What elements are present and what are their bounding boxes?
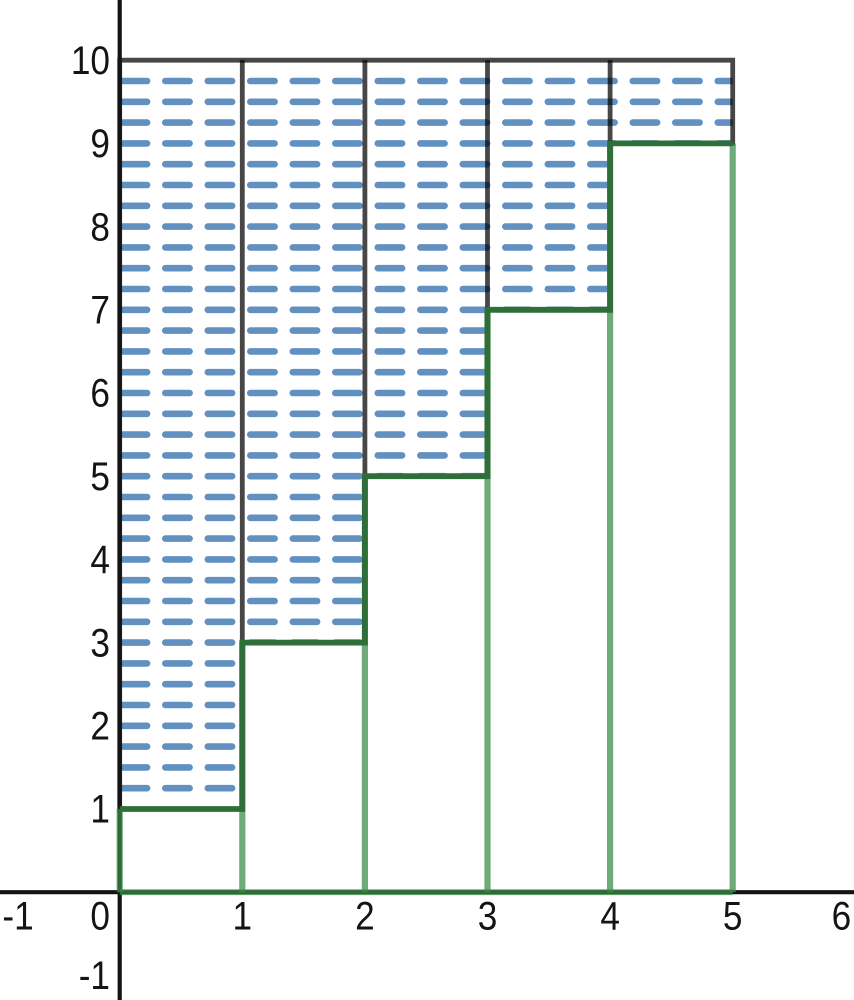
svg-text:9: 9 <box>90 121 110 166</box>
svg-text:8: 8 <box>90 204 110 249</box>
svg-text:4: 4 <box>90 537 110 582</box>
svg-text:5: 5 <box>90 454 110 499</box>
svg-text:2: 2 <box>90 703 110 748</box>
svg-text:3: 3 <box>478 893 498 938</box>
svg-text:1: 1 <box>233 893 253 938</box>
svg-text:10: 10 <box>71 38 110 83</box>
svg-text:7: 7 <box>90 287 110 332</box>
svg-text:3: 3 <box>90 620 110 665</box>
svg-text:5: 5 <box>723 893 743 938</box>
svg-text:-1: -1 <box>79 953 110 998</box>
svg-text:6: 6 <box>832 893 852 938</box>
svg-text:1: 1 <box>90 787 110 832</box>
svg-text:0: 0 <box>90 893 110 938</box>
svg-text:2: 2 <box>355 893 375 938</box>
svg-text:-1: -1 <box>2 893 33 938</box>
svg-text:6: 6 <box>90 371 110 416</box>
svg-text:4: 4 <box>600 893 620 938</box>
